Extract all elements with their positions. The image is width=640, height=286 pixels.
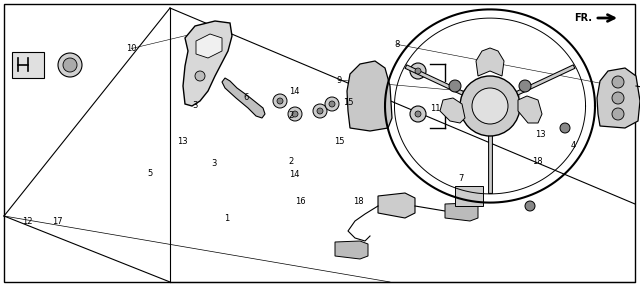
Circle shape: [63, 58, 77, 72]
Text: 3: 3: [193, 101, 198, 110]
Circle shape: [560, 123, 570, 133]
Text: 7: 7: [458, 174, 463, 183]
Text: 16: 16: [296, 197, 306, 206]
Text: 11: 11: [430, 104, 440, 113]
Text: 4: 4: [570, 141, 575, 150]
Circle shape: [612, 92, 624, 104]
Circle shape: [410, 63, 426, 79]
Text: 12: 12: [22, 217, 33, 226]
Polygon shape: [222, 78, 265, 118]
Circle shape: [415, 68, 421, 74]
Polygon shape: [440, 98, 465, 123]
Text: 15: 15: [344, 98, 354, 108]
Polygon shape: [196, 34, 222, 58]
Circle shape: [195, 71, 205, 81]
Text: 18: 18: [353, 197, 364, 206]
Text: 8: 8: [394, 40, 399, 49]
Circle shape: [277, 98, 283, 104]
Circle shape: [317, 108, 323, 114]
Circle shape: [288, 107, 302, 121]
Text: 15: 15: [334, 137, 344, 146]
Text: 6: 6: [244, 93, 249, 102]
Polygon shape: [378, 193, 415, 218]
Text: 13: 13: [177, 137, 188, 146]
Text: 5: 5: [148, 168, 153, 178]
Text: 18: 18: [532, 157, 543, 166]
Circle shape: [612, 108, 624, 120]
Circle shape: [292, 111, 298, 117]
Bar: [455, 186, 483, 206]
Circle shape: [472, 88, 508, 124]
Circle shape: [449, 80, 461, 92]
Circle shape: [410, 106, 426, 122]
Polygon shape: [347, 61, 392, 131]
Polygon shape: [183, 21, 232, 106]
Polygon shape: [445, 203, 478, 221]
Polygon shape: [597, 68, 640, 128]
Text: 14: 14: [289, 170, 300, 179]
Text: 17: 17: [52, 217, 63, 226]
Text: 1: 1: [225, 214, 230, 223]
Circle shape: [460, 76, 520, 136]
Circle shape: [273, 94, 287, 108]
Text: 14: 14: [289, 87, 300, 96]
Polygon shape: [335, 241, 368, 259]
Circle shape: [313, 104, 327, 118]
Bar: [12, 52, 44, 78]
Circle shape: [415, 111, 421, 117]
Circle shape: [58, 53, 82, 77]
Text: FR.: FR.: [574, 13, 592, 23]
Text: 3: 3: [212, 158, 217, 168]
Circle shape: [612, 76, 624, 88]
Circle shape: [329, 101, 335, 107]
Polygon shape: [476, 48, 504, 76]
Text: 10: 10: [126, 44, 136, 53]
Text: 2: 2: [289, 157, 294, 166]
Circle shape: [519, 80, 531, 92]
Circle shape: [325, 97, 339, 111]
Polygon shape: [518, 96, 542, 123]
Text: 2: 2: [289, 111, 294, 120]
Text: 13: 13: [536, 130, 546, 139]
Circle shape: [525, 201, 535, 211]
Text: 9: 9: [337, 76, 342, 85]
